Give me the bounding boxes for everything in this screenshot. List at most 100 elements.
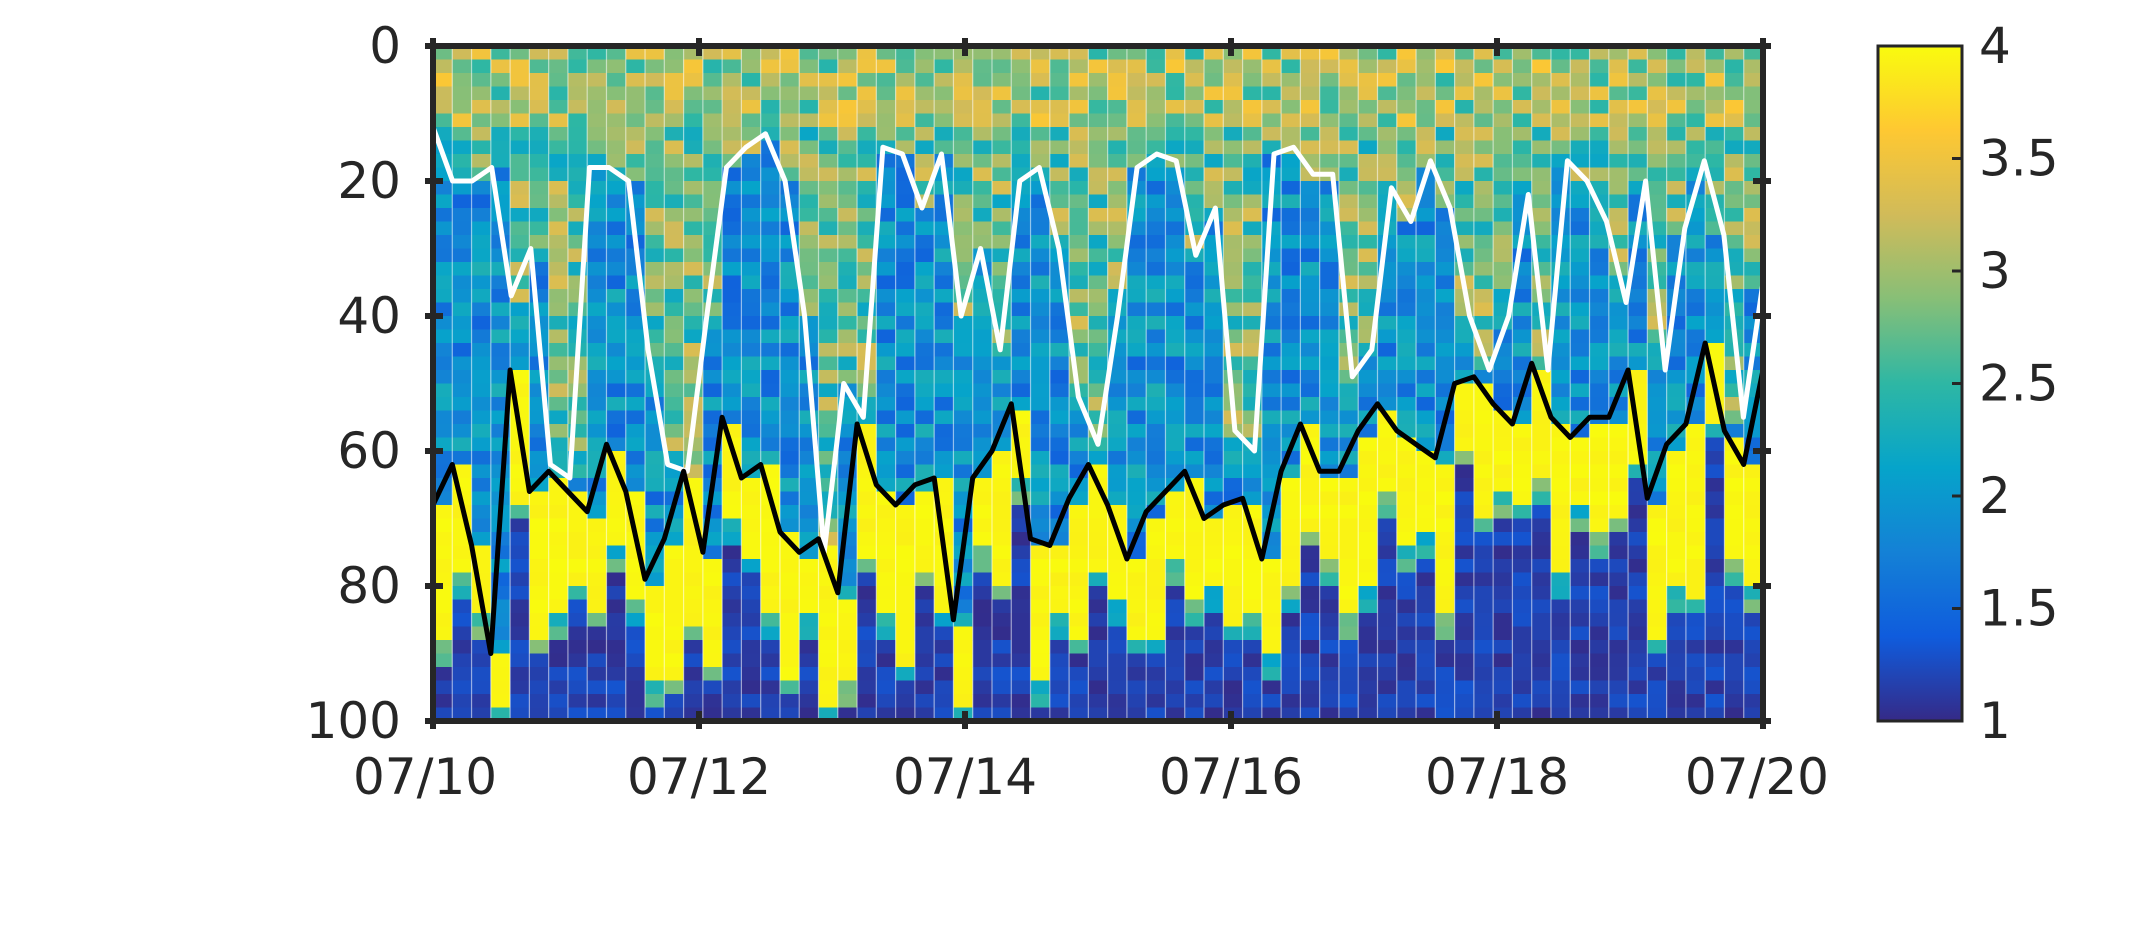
heatmap-cell bbox=[1088, 640, 1109, 655]
heatmap-cell bbox=[1300, 599, 1321, 614]
heatmap-cell bbox=[818, 653, 839, 668]
heatmap-cell bbox=[1300, 343, 1321, 358]
heatmap-cell bbox=[1223, 667, 1244, 682]
heatmap-cell bbox=[1666, 464, 1687, 479]
heatmap-cell bbox=[741, 275, 762, 290]
heatmap-cell bbox=[1011, 653, 1032, 668]
heatmap-cell bbox=[567, 599, 588, 614]
heatmap-cell bbox=[1435, 370, 1456, 385]
heatmap-cell bbox=[1396, 667, 1417, 682]
heatmap-cell bbox=[722, 140, 743, 155]
heatmap-cell bbox=[991, 194, 1012, 209]
heatmap-cell bbox=[1647, 545, 1668, 560]
heatmap-cell bbox=[1319, 343, 1340, 358]
heatmap-cell bbox=[1165, 451, 1186, 466]
heatmap-cell bbox=[953, 653, 974, 668]
heatmap-cell bbox=[876, 86, 897, 101]
heatmap-cell bbox=[741, 262, 762, 277]
heatmap-cell bbox=[452, 59, 473, 74]
heatmap-cell bbox=[1628, 586, 1648, 601]
heatmap-cell bbox=[1724, 208, 1745, 223]
heatmap-cell bbox=[1647, 707, 1668, 721]
heatmap-cell bbox=[779, 559, 800, 574]
heatmap-cell bbox=[567, 572, 588, 587]
heatmap-cell bbox=[433, 86, 453, 101]
heatmap-cell bbox=[664, 235, 685, 250]
heatmap-cell bbox=[1685, 302, 1706, 317]
heatmap-cell bbox=[1531, 100, 1552, 115]
heatmap-cell bbox=[702, 235, 723, 250]
heatmap-cell bbox=[1300, 262, 1321, 277]
heatmap-cell bbox=[1685, 653, 1706, 668]
heatmap-cell bbox=[1319, 424, 1340, 439]
heatmap-cell bbox=[1242, 167, 1263, 182]
heatmap-cell bbox=[645, 586, 665, 601]
heatmap-cell bbox=[876, 559, 897, 574]
heatmap-cell bbox=[1531, 667, 1552, 682]
heatmap-cell bbox=[818, 127, 839, 142]
heatmap-cell bbox=[741, 478, 762, 493]
heatmap-cell bbox=[1743, 640, 1763, 655]
heatmap-cell bbox=[857, 248, 877, 263]
heatmap-cell bbox=[857, 194, 877, 209]
heatmap-cell bbox=[914, 491, 935, 506]
heatmap-cell bbox=[1146, 275, 1167, 290]
heatmap-cell bbox=[625, 329, 646, 344]
heatmap-cell bbox=[1377, 478, 1398, 493]
heatmap-cell bbox=[1300, 127, 1321, 142]
heatmap-cell bbox=[1223, 545, 1244, 560]
heatmap-cell bbox=[664, 316, 685, 331]
heatmap-cell bbox=[1377, 451, 1398, 466]
heatmap-cell bbox=[1608, 478, 1629, 493]
heatmap-cell bbox=[1396, 599, 1417, 614]
heatmap-cell bbox=[1261, 100, 1282, 115]
heatmap-cell bbox=[1300, 613, 1321, 628]
heatmap-cell bbox=[741, 545, 762, 560]
heatmap-cell bbox=[471, 640, 492, 655]
heatmap-cell bbox=[799, 626, 820, 641]
heatmap-cell bbox=[1030, 572, 1051, 587]
heatmap-cell bbox=[1454, 46, 1475, 61]
heatmap-cell bbox=[645, 653, 665, 668]
heatmap-cell bbox=[799, 235, 820, 250]
heatmap-cell bbox=[876, 59, 897, 74]
heatmap-cell bbox=[837, 208, 858, 223]
heatmap-cell bbox=[1377, 707, 1398, 721]
heatmap-cell bbox=[1088, 100, 1109, 115]
heatmap-cell bbox=[1666, 518, 1687, 533]
heatmap-cell bbox=[914, 248, 935, 263]
heatmap-cell bbox=[664, 694, 685, 709]
heatmap-cell bbox=[1146, 680, 1167, 695]
heatmap-cell bbox=[1705, 491, 1726, 506]
heatmap-cell bbox=[606, 248, 627, 263]
heatmap-cell bbox=[1069, 505, 1089, 520]
heatmap-cell bbox=[876, 613, 897, 628]
heatmap-cell bbox=[1126, 707, 1147, 721]
heatmap-cell bbox=[722, 572, 743, 587]
heatmap-cell bbox=[991, 478, 1012, 493]
heatmap-cell bbox=[1319, 532, 1340, 547]
heatmap-cell bbox=[1358, 599, 1379, 614]
heatmap-cell bbox=[1338, 221, 1359, 236]
heatmap-cell bbox=[1685, 316, 1706, 331]
heatmap-cell bbox=[760, 572, 781, 587]
heatmap-cell bbox=[779, 653, 800, 668]
heatmap-cell bbox=[722, 329, 743, 344]
heatmap-cell bbox=[1069, 424, 1089, 439]
heatmap-cell bbox=[1589, 424, 1610, 439]
heatmap-cell bbox=[1685, 275, 1706, 290]
heatmap-cell bbox=[1184, 437, 1205, 452]
heatmap-cell bbox=[760, 653, 781, 668]
heatmap-cell bbox=[1165, 235, 1186, 250]
heatmap-cell bbox=[818, 329, 839, 344]
heatmap-cell bbox=[1184, 370, 1205, 385]
heatmap-cell bbox=[1647, 370, 1668, 385]
heatmap-cell bbox=[1666, 626, 1687, 641]
heatmap-cell bbox=[1608, 410, 1629, 425]
colorbar-tick-label: 4 bbox=[1979, 17, 2011, 75]
heatmap-cell bbox=[1242, 478, 1263, 493]
heatmap-cell bbox=[1589, 59, 1610, 74]
heatmap-cell bbox=[471, 505, 492, 520]
heatmap-cell bbox=[1358, 680, 1379, 695]
heatmap-cell bbox=[1319, 586, 1340, 601]
